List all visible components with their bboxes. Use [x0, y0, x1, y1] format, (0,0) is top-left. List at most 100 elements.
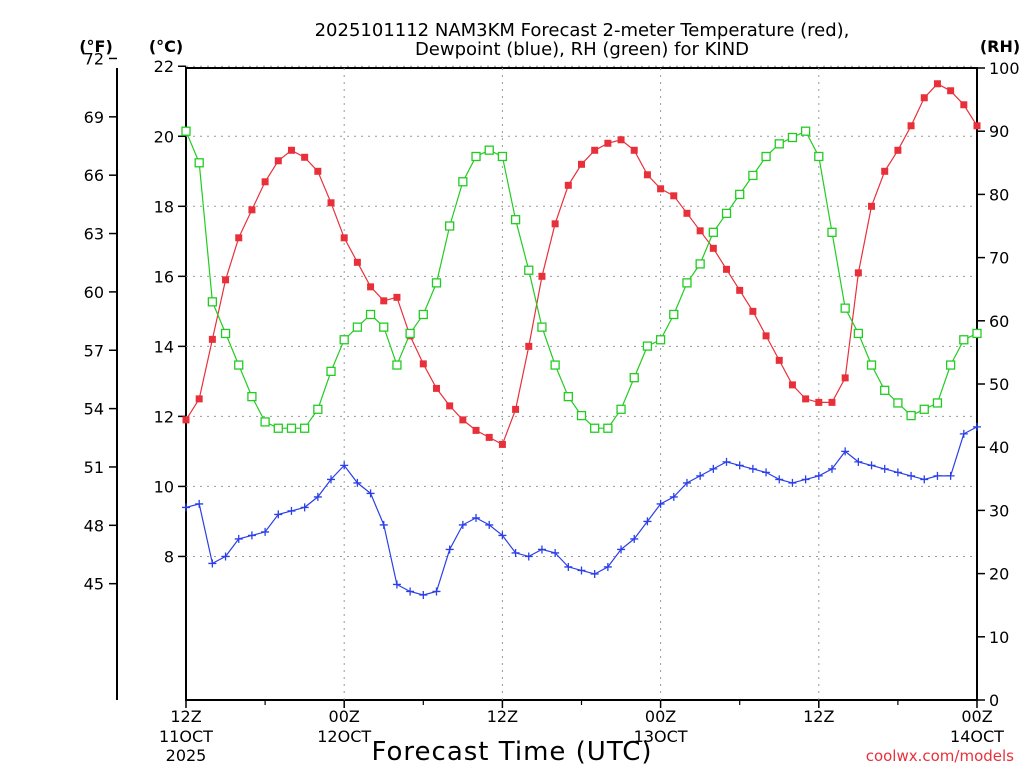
rh-point	[207, 297, 218, 307]
dewpoint-point	[524, 552, 533, 561]
dewpoint-point	[973, 422, 981, 431]
series-dewpoint	[182, 422, 981, 599]
temperature-point	[617, 136, 625, 144]
dewpoint-point	[182, 503, 190, 512]
temperature-point	[261, 178, 269, 186]
temperature-point	[907, 122, 915, 130]
temperature-point	[459, 416, 467, 424]
temperature-point	[683, 209, 691, 217]
dewpoint-point	[564, 562, 573, 571]
rh-point	[234, 360, 244, 370]
dewpoint-point	[472, 513, 481, 522]
x-axis-label: Forecast Time (UTC)	[371, 737, 652, 767]
dewpoint-point	[274, 510, 283, 519]
dewpoint-point	[287, 506, 296, 515]
dewpoint-point	[880, 464, 889, 473]
rh-point	[181, 126, 191, 136]
dewpoint-point	[498, 531, 507, 540]
chart-title-line1: 2025101112 NAM3KM Forecast 2-meter Tempe…	[315, 20, 850, 41]
temperature-point	[973, 122, 981, 130]
time-tick-label: 12Z	[487, 707, 518, 726]
temperature-point	[301, 153, 309, 161]
time-tick-label: 00Z	[329, 707, 360, 726]
dewpoint-point	[432, 587, 441, 596]
rh-tick-label: 40	[989, 438, 1009, 457]
rh-tick-label: 50	[989, 375, 1009, 394]
dewpoint-point	[946, 471, 955, 480]
rh-point	[550, 360, 560, 370]
rh-point	[392, 360, 402, 370]
rh-tick-label: 90	[989, 122, 1009, 141]
dewpoint-point	[353, 478, 362, 487]
rh-point	[616, 404, 626, 414]
rh-point	[379, 322, 389, 332]
rh-point	[260, 417, 270, 427]
dewpoint-point	[841, 447, 850, 456]
fahrenheit-tick-label: 45	[84, 575, 104, 594]
temperature-point	[696, 227, 704, 235]
temperature-point	[709, 244, 717, 252]
dewpoint-point	[735, 461, 744, 470]
celsius-tick-label: 12	[154, 407, 174, 426]
celsius-tick-label: 16	[154, 267, 174, 286]
rh-point	[945, 360, 956, 370]
rh-point	[352, 322, 363, 332]
rh-point	[959, 335, 969, 345]
dewpoint-point	[458, 520, 467, 529]
dewpoint-point	[617, 545, 626, 554]
temperature-point	[274, 157, 282, 165]
fahrenheit-tick-label: 54	[84, 400, 104, 419]
rh-point	[972, 328, 982, 339]
dewpoint-point	[327, 475, 336, 484]
rh-point	[471, 151, 481, 162]
fahrenheit-tick-label: 57	[84, 341, 104, 360]
dewpoint-point	[827, 464, 836, 473]
rh-point	[761, 151, 771, 162]
time-tick-date: 14OCT	[950, 727, 1004, 746]
dewpoint-point	[893, 468, 902, 477]
rh-point	[524, 265, 534, 275]
dewpoint-point	[867, 461, 876, 470]
dewpoint-point	[537, 545, 546, 554]
temperature-point	[749, 307, 757, 315]
temperature-point	[841, 374, 849, 382]
temperature-point	[340, 234, 348, 242]
rh-axis: 0 10 20 30 40 50 60 70 80 90 100	[977, 59, 1020, 710]
fahrenheit-tick-label: 48	[84, 516, 104, 535]
rh-tick-label: 10	[989, 628, 1009, 647]
rh-point	[313, 404, 323, 414]
time-tick-year: 2025	[166, 746, 207, 765]
temperature-point	[327, 199, 335, 207]
rh-point	[827, 227, 837, 237]
rh-point	[405, 328, 415, 339]
temperature-point	[775, 356, 783, 364]
temperature-point	[643, 171, 651, 179]
rh-point	[774, 139, 784, 149]
rh-tick-label: 100	[989, 59, 1020, 78]
rh-point	[220, 328, 231, 339]
series-rh	[181, 126, 982, 433]
rh-point	[748, 170, 758, 181]
dewpoint-point	[748, 464, 757, 473]
temperature-point	[854, 269, 862, 277]
dewpoint-point	[208, 559, 217, 568]
temperature-point	[802, 395, 810, 403]
rh-point	[576, 410, 587, 421]
fahrenheit-tick-label: 69	[84, 108, 104, 127]
rh-unit-label: (RH)	[980, 37, 1020, 56]
fahrenheit-tick-label: 63	[84, 225, 104, 244]
celsius-tick-label: 18	[154, 197, 174, 216]
temperature-point	[472, 426, 480, 434]
temperature-point	[657, 185, 665, 193]
credit-text: coolwx.com/models	[866, 747, 1014, 765]
rh-point	[431, 278, 442, 288]
dewpoint-point	[682, 478, 691, 487]
dewpoint-point	[195, 499, 204, 508]
rh-point	[339, 335, 349, 345]
rh-point	[590, 423, 600, 433]
dewpoint-point	[419, 590, 428, 599]
dewpoint-point	[933, 471, 942, 480]
dewpoint-point	[709, 464, 718, 473]
celsius-unit-label: (°C)	[149, 37, 183, 56]
dewpoint-point	[669, 492, 678, 501]
